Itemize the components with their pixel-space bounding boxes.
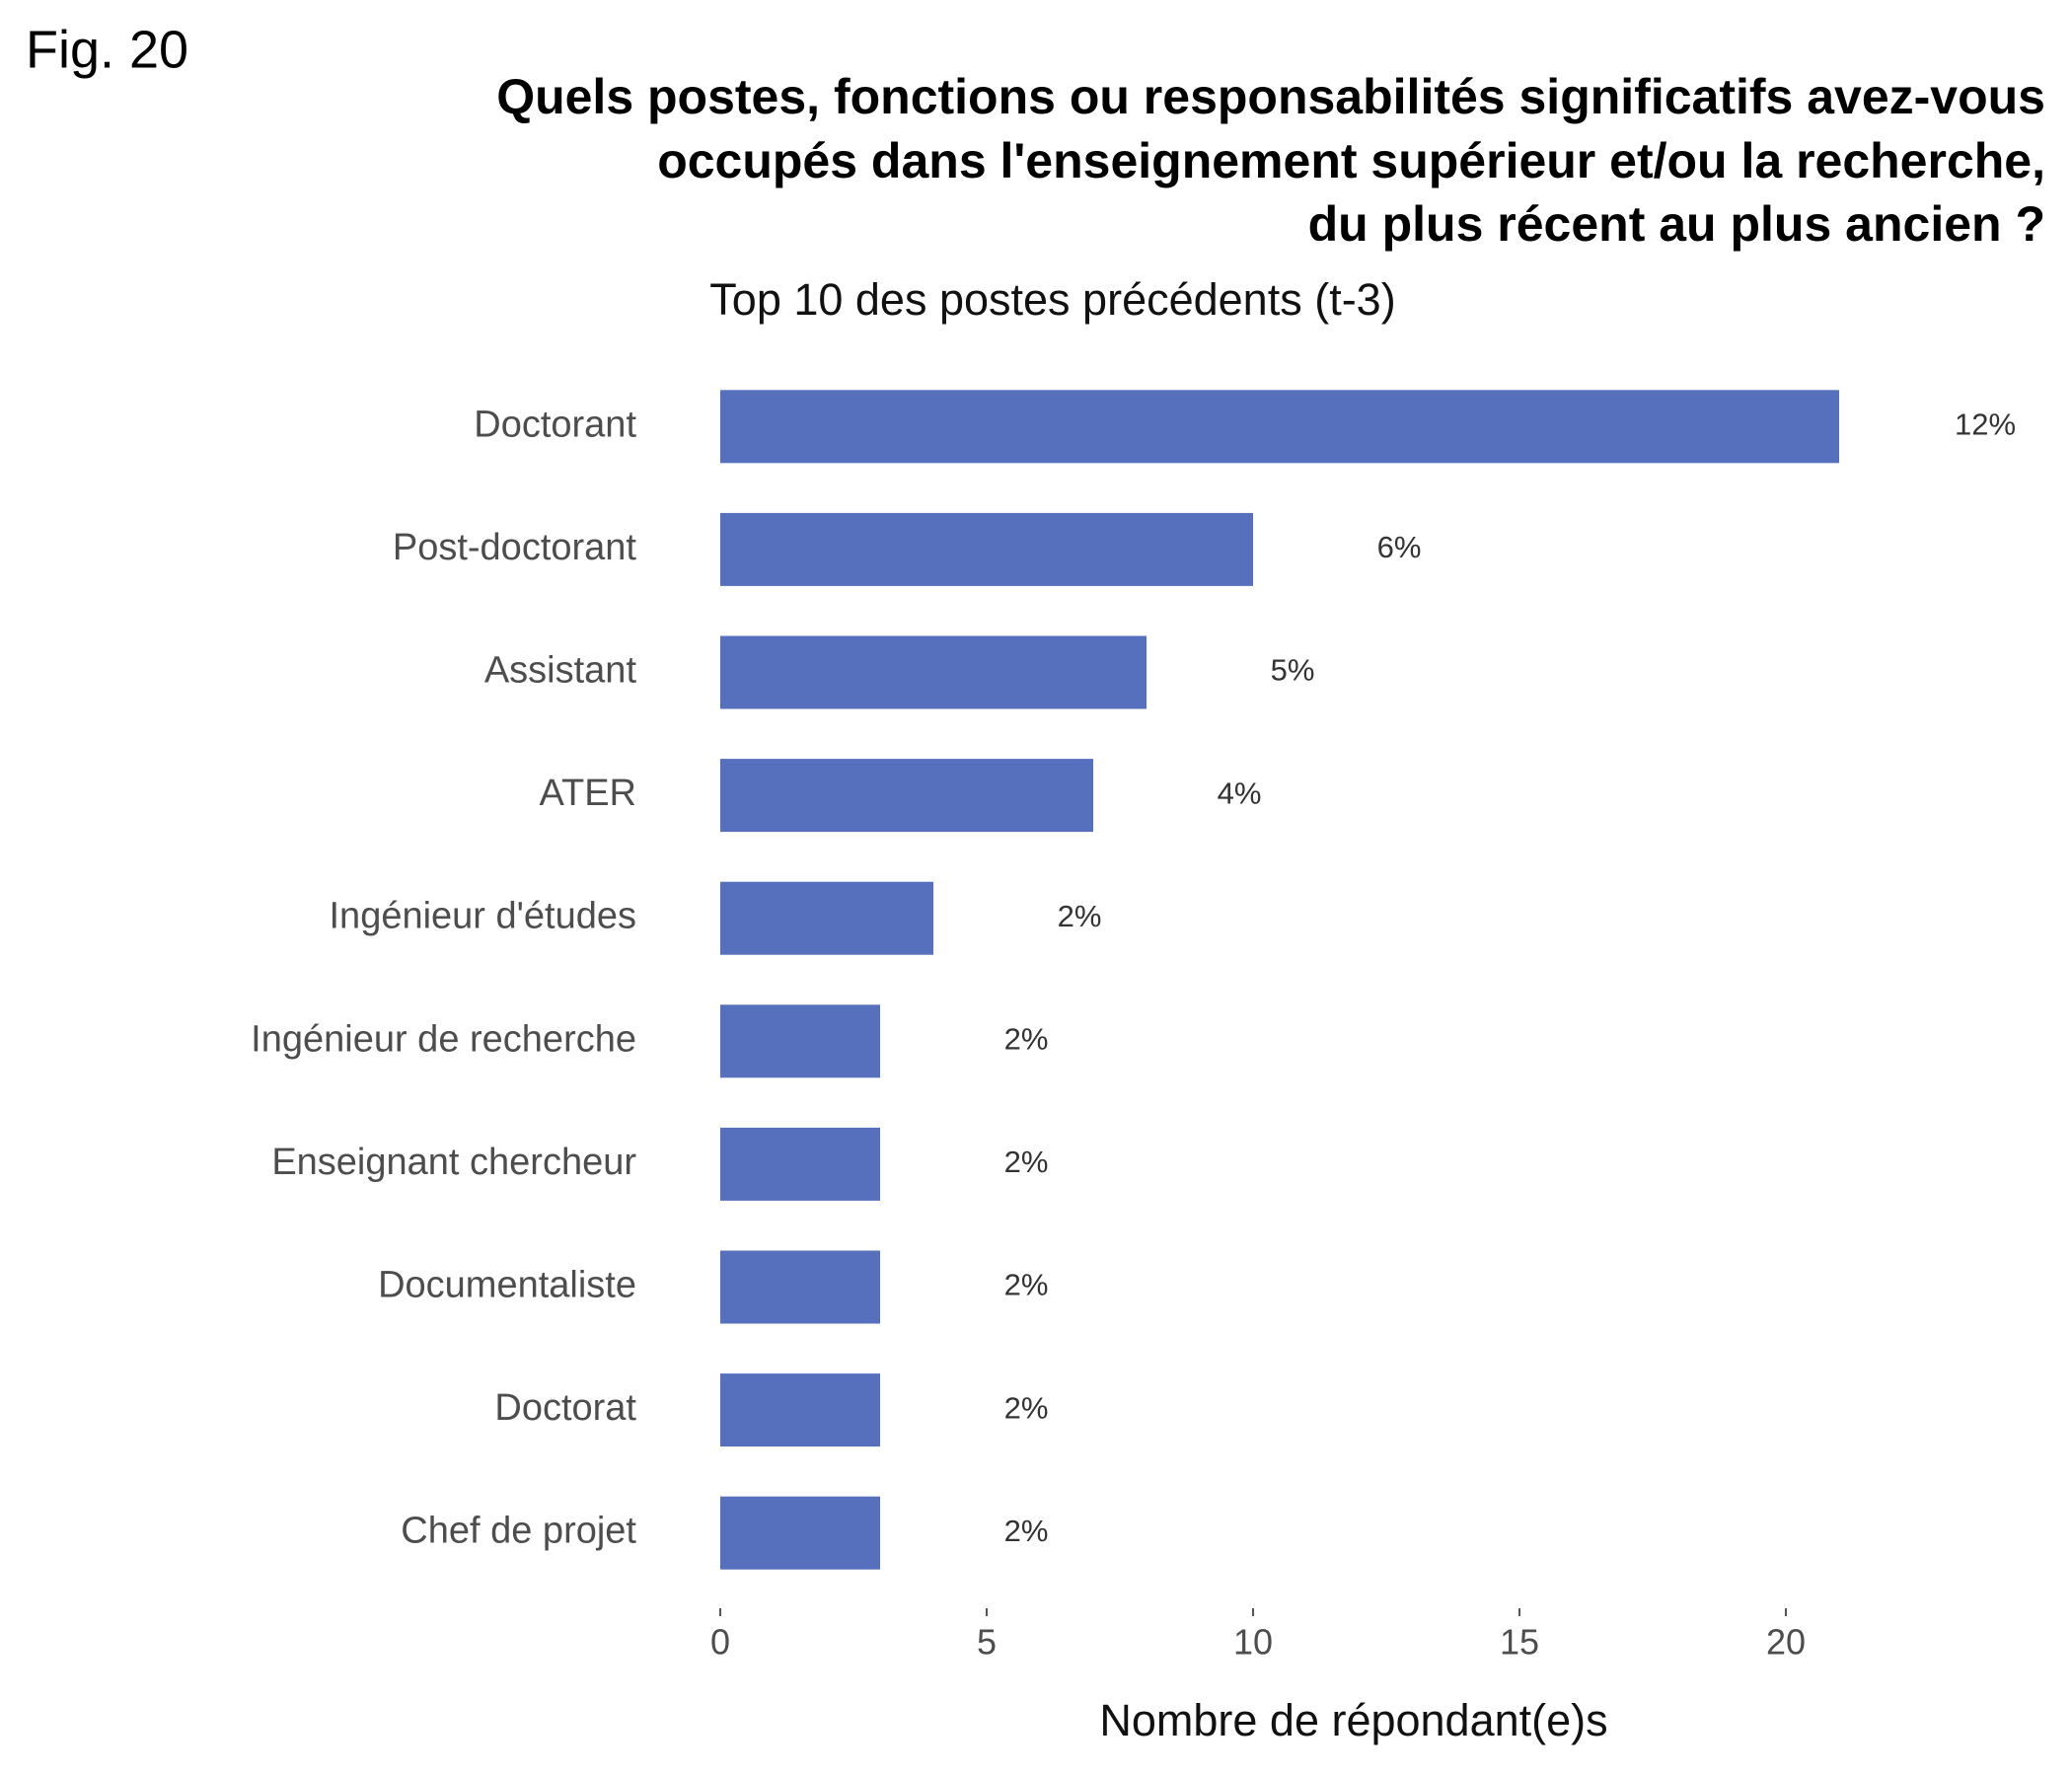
x-tick-label: 20 <box>1766 1622 1806 1663</box>
y-tick-label: Doctorat <box>494 1387 636 1429</box>
y-tick-label: Ingénieur de recherche <box>251 1018 636 1060</box>
bar <box>720 390 1839 464</box>
value-label: 2% <box>1004 1390 1049 1425</box>
y-tick-label: Doctorant <box>474 404 636 445</box>
y-tick-label: ATER <box>539 773 636 814</box>
bar <box>720 512 1253 586</box>
bar <box>720 1496 880 1570</box>
value-label: 12% <box>1955 407 2016 441</box>
chart-title: Quels postes, fonctions ou responsabilit… <box>496 69 2045 124</box>
value-label: 5% <box>1271 653 1315 688</box>
bar <box>720 1373 880 1447</box>
y-tick-label: Assistant <box>484 650 637 692</box>
chart-subtitle: Top 10 des postes précédents (t-3) <box>709 274 1395 325</box>
x-tick-label: 15 <box>1500 1622 1539 1663</box>
x-tick-label: 5 <box>977 1622 997 1663</box>
y-tick-label: Post-doctorant <box>393 527 637 568</box>
x-tick-label: 0 <box>710 1622 730 1663</box>
value-label: 2% <box>1058 899 1102 933</box>
bar <box>720 881 933 955</box>
value-label: 2% <box>1004 1021 1049 1056</box>
value-label: 6% <box>1377 530 1422 564</box>
bar <box>720 1004 880 1078</box>
y-tick-label: Enseignant chercheur <box>271 1142 636 1183</box>
y-tick-label: Chef de projet <box>401 1511 636 1552</box>
bar <box>720 1250 880 1324</box>
bar <box>720 759 1093 833</box>
value-label: 4% <box>1218 776 1262 810</box>
figure-label: Fig. 20 <box>26 20 188 79</box>
y-tick-label: Ingénieur d'études <box>330 896 637 937</box>
x-axis-title: Nombre de répondant(e)s <box>1099 1695 1607 1745</box>
value-label: 2% <box>1004 1514 1049 1548</box>
y-tick-label: Documentaliste <box>378 1265 636 1306</box>
x-tick-label: 10 <box>1233 1622 1273 1663</box>
value-label: 2% <box>1004 1268 1049 1302</box>
chart-title: du plus récent au plus ancien ? <box>1308 196 2045 252</box>
value-label: 2% <box>1004 1145 1049 1179</box>
chart-title: occupés dans l'enseignement supérieur et… <box>657 133 2045 188</box>
bar <box>720 1127 880 1201</box>
bar <box>720 635 1147 709</box>
